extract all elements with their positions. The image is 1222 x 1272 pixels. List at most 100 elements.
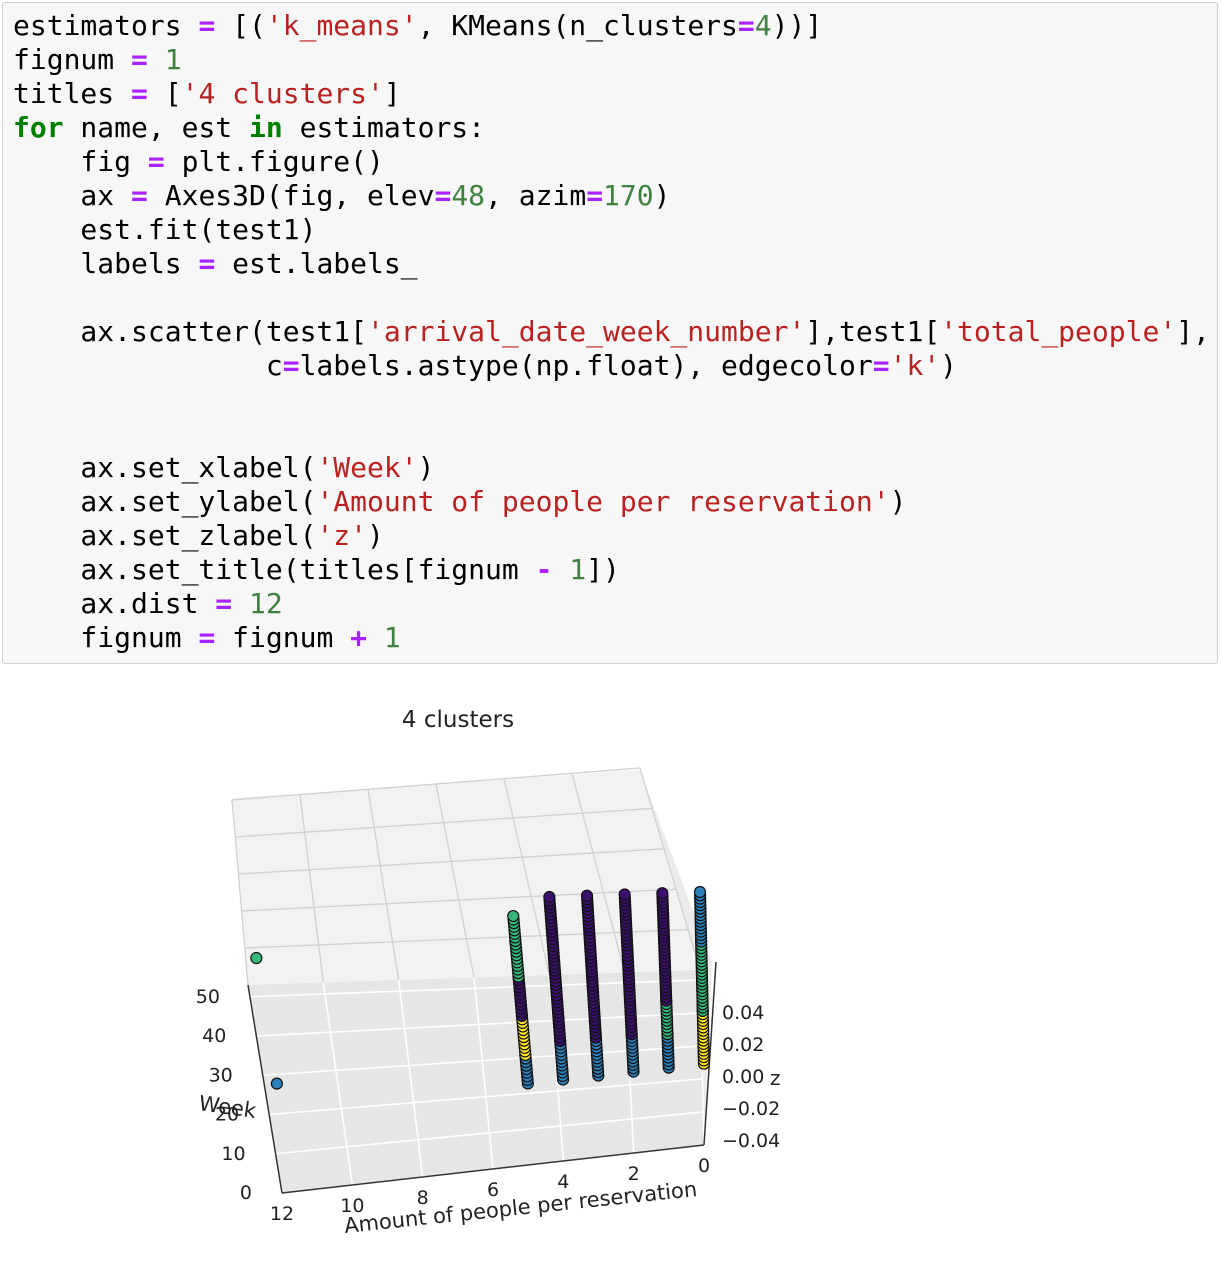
floor-grid-line <box>275 1111 704 1155</box>
code-token: titles <box>13 77 132 110</box>
people-tick-label: 4 <box>557 1171 569 1193</box>
code-line: ax.dist = 12 <box>13 587 283 621</box>
floor-grid-line <box>269 1078 703 1116</box>
back-grid-line <box>231 767 641 801</box>
code-token: est.labels_ <box>215 247 418 280</box>
code-token: , azim <box>485 179 587 212</box>
data-point <box>580 889 594 902</box>
code-token: labels.astype(np.float), edgecolor <box>299 349 873 382</box>
week-tick-label: 20 <box>215 1104 239 1126</box>
back-grid-line <box>639 767 701 971</box>
code-token: ], <box>1176 315 1210 348</box>
data-point <box>693 885 707 899</box>
code-line: estimators = [('k_means', KMeans(n_clust… <box>13 9 822 43</box>
code-token: ax.set_zlabel( <box>13 519 317 552</box>
z-tick-label: −0.02 <box>722 1098 780 1120</box>
code-token <box>367 621 384 654</box>
code-token: Axes3D(fig, elev <box>147 179 435 212</box>
z-axis-line <box>703 961 717 1146</box>
code-token: + <box>350 621 368 654</box>
code-token: 12 <box>249 587 283 620</box>
code-line: labels = est.labels_ <box>13 247 418 281</box>
code-token: estimators <box>13 9 199 42</box>
code-token: name, est <box>63 111 250 144</box>
code-token: ] <box>383 77 401 110</box>
code-cell[interactable]: estimators = [('k_means', KMeans(n_clust… <box>2 2 1218 664</box>
code-token: 170 <box>603 179 654 212</box>
code-token: = <box>215 587 233 620</box>
data-point <box>270 1077 283 1090</box>
code-line: fig = plt.figure() <box>13 145 384 179</box>
code-token: ax.dist <box>13 587 216 620</box>
code-token: estimators: <box>282 111 486 144</box>
code-token: = <box>872 349 890 382</box>
floor-grid-line <box>397 979 424 1178</box>
code-token: ) <box>653 179 671 212</box>
z-tick-label: 0.00 <box>722 1066 764 1088</box>
code-token: = <box>198 621 216 654</box>
code-line: for name, est in estimators: <box>13 111 485 145</box>
code-token <box>148 43 165 76</box>
code-token: '4 clusters' <box>181 77 384 110</box>
code-token: fig <box>13 145 148 178</box>
code-line: ax = Axes3D(fig, elev=48, azim=170) <box>13 179 670 213</box>
code-token: ) <box>889 485 907 518</box>
code-token <box>232 587 249 620</box>
code-token: for <box>13 111 64 144</box>
x-axis-label: Week <box>197 1091 258 1123</box>
week-axis-line <box>247 984 283 1194</box>
code-token: ))] <box>771 9 823 42</box>
code-token: ax.set_title(titles[fignum <box>13 553 536 586</box>
back-grid-line <box>299 794 324 983</box>
code-token: = <box>131 43 148 76</box>
back-grid-line <box>571 773 626 973</box>
code-token: 1 <box>569 553 587 586</box>
output-area: 4 clusters 0 10 20 30 40 50 12 10 8 6 4 2 0 0.04 0.02 0… <box>0 668 1222 1268</box>
code-token: = <box>147 145 165 178</box>
code-token: est.fit(test1) <box>13 213 317 246</box>
code-token: 4 <box>754 9 772 42</box>
back-grid-line <box>244 928 689 949</box>
back-grid-line <box>435 783 475 978</box>
y-axis-label: Amount of people per reservation <box>343 1177 698 1238</box>
code-token: ) <box>940 349 958 382</box>
back-grid-line <box>235 807 653 838</box>
back-grid-line <box>231 799 249 986</box>
back-pane <box>232 770 700 985</box>
code-token: fignum <box>13 621 199 654</box>
code-token: 1 <box>383 621 401 654</box>
code-token: 48 <box>451 179 486 212</box>
people-tick-label: 12 <box>270 1203 294 1225</box>
back-grid-line <box>503 778 550 976</box>
code-token: , KMeans(n_clusters <box>417 9 738 42</box>
z-tick-label: 0.04 <box>722 1002 764 1024</box>
code-line: ax.set_ylabel('Amount of people per rese… <box>13 485 906 519</box>
week-tick-label: 0 <box>240 1182 252 1204</box>
code-line: est.fit(test1) <box>13 213 316 247</box>
code-token: in <box>249 111 283 144</box>
axis-lines <box>247 961 717 1194</box>
code-token: plt.figure() <box>164 145 384 178</box>
code-token: 'Week' <box>316 451 418 484</box>
floor-grid-line <box>322 982 354 1186</box>
code-line: fignum = fignum + 1 <box>13 621 401 655</box>
people-tick-label: 8 <box>417 1187 429 1209</box>
code-token: 'k' <box>889 349 941 382</box>
code-token: = <box>434 179 452 212</box>
code-token: = <box>282 349 300 382</box>
z-tick-label: −0.04 <box>722 1130 780 1152</box>
people-tick-label: 0 <box>698 1155 710 1177</box>
code-token: 'arrival_date_week_number' <box>367 315 806 348</box>
code-line: ax.scatter(test1['arrival_date_week_numb… <box>13 315 1210 349</box>
code-token: [( <box>215 9 266 42</box>
code-token: ) <box>417 451 435 484</box>
code-line: ax.set_xlabel('Week') <box>13 451 434 485</box>
people-tick-label: 2 <box>628 1163 640 1185</box>
code-token: ],test1[ <box>805 315 941 348</box>
week-tick-label: 30 <box>209 1064 233 1086</box>
data-point <box>507 909 520 923</box>
code-token: = <box>198 247 216 280</box>
code-token: = <box>131 77 148 110</box>
